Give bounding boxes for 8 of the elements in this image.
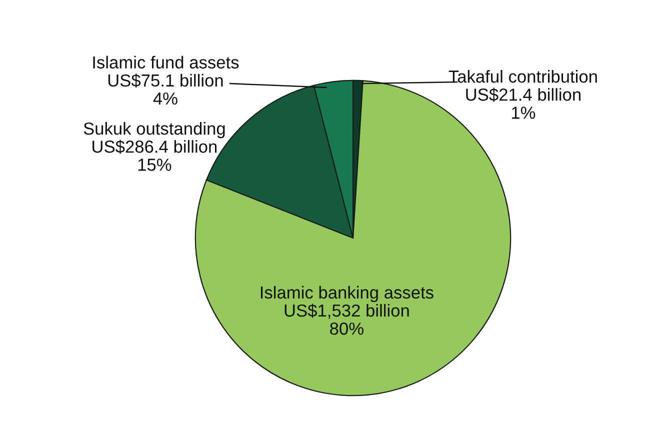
data-label: US$1,532 billion 80% bbox=[284, 304, 409, 335]
slice-label: Takaful contribution bbox=[448, 70, 597, 83]
slice-label: Islamic banking assets bbox=[260, 286, 434, 302]
data-label: US$286.4 billion 15% bbox=[92, 140, 217, 171]
slice-label: Sukuk outstanding bbox=[84, 122, 225, 138]
slice-label: Islamic fund assets bbox=[93, 56, 239, 69]
data-label: US$75.1 billion 4% bbox=[108, 74, 223, 105]
data-label: US$21.4 billion 1% bbox=[466, 88, 580, 119]
